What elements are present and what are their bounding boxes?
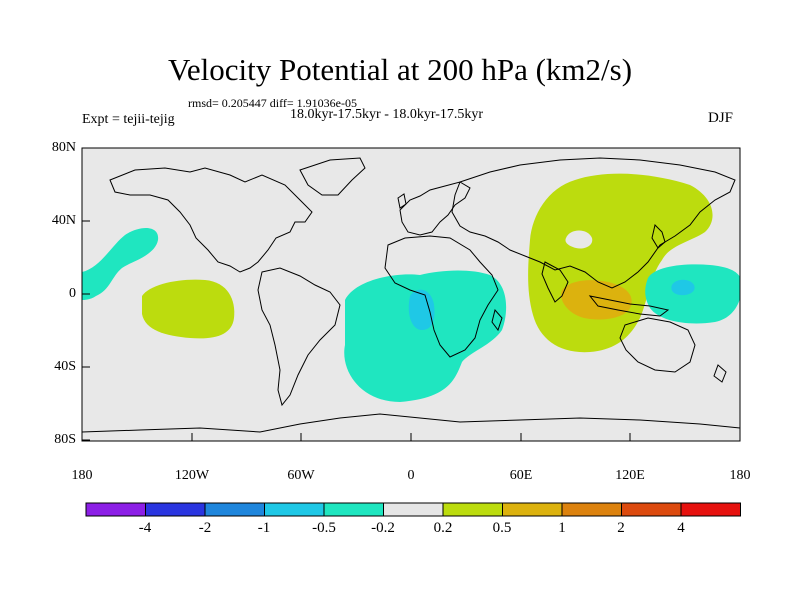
anomaly-region-africa-atlantic-negative <box>344 270 507 402</box>
coast-japan <box>651 224 666 249</box>
coast-new-zealand <box>713 364 727 383</box>
anomaly-region-africa-core-negative <box>408 289 435 330</box>
coast-south-america <box>257 267 341 407</box>
period-label: 18.0kyr-17.5kyr - 18.0kyr-17.5kyr <box>290 107 484 122</box>
coast-india <box>541 261 569 303</box>
stats-line: rmsd= 0.205447 diff= 1.91036e-05 <box>188 96 357 110</box>
season-label: DJF <box>708 110 734 126</box>
coast-africa <box>384 235 499 358</box>
coast-north-america <box>109 167 313 273</box>
coast-europe <box>399 181 471 236</box>
colorbar-label: 1 <box>558 520 566 536</box>
coast-greenland <box>299 157 366 196</box>
lon-label-180e: 180 <box>729 468 751 483</box>
colorbar-label: -2 <box>198 520 212 536</box>
colorbar-swatch <box>621 502 682 517</box>
colorbar-swatch <box>680 502 741 517</box>
coast-australia <box>619 317 696 373</box>
axis-ticks <box>81 147 741 441</box>
colorbar-swatch <box>145 502 206 517</box>
colorbar-swatch <box>204 502 265 517</box>
lon-label-60e: 60E <box>509 468 533 483</box>
anomaly-region-west-pacific-core <box>671 279 695 296</box>
lat-label-40s: 40S <box>54 359 76 374</box>
colorbar-label: -1 <box>257 520 271 536</box>
lat-label-0: 0 <box>69 286 76 301</box>
anomaly-region-pacific-north-negative <box>82 228 159 300</box>
coast-madagascar <box>491 308 503 332</box>
lon-label-120w: 120W <box>174 468 210 483</box>
lat-label-80s: 80S <box>54 432 76 447</box>
coast-asia <box>451 157 736 289</box>
lat-label-40n: 40N <box>51 213 76 228</box>
colorbar-label: 0.2 <box>433 520 453 536</box>
colorbar-label: 2 <box>617 520 625 536</box>
lon-label-0: 0 <box>407 468 415 483</box>
colorbar-label: -0.5 <box>312 520 336 536</box>
coast-antarctica <box>82 413 740 433</box>
colorbar-label: -0.2 <box>371 520 395 536</box>
colorbar-swatch <box>383 502 444 517</box>
coast-uk <box>397 193 407 209</box>
anomaly-region-west-pacific-negative <box>645 264 740 324</box>
colorbar-label: 0.5 <box>492 520 512 536</box>
chart-title: Velocity Potential at 200 hPa (km2/s) <box>167 52 633 87</box>
lat-label-80n: 80N <box>51 140 76 155</box>
coast-indonesia <box>588 295 670 317</box>
lon-label-60w: 60W <box>287 468 315 483</box>
colorbar-swatch <box>442 502 503 517</box>
anomaly-region-pacific-south-positive <box>142 279 235 339</box>
lon-label-180w: 180 <box>71 468 93 483</box>
anomaly-region-asia-hole <box>565 230 593 249</box>
colorbar-label: -4 <box>138 520 152 536</box>
colorbar-swatch <box>85 502 146 517</box>
colorbar-swatch <box>502 502 563 517</box>
colorbar <box>85 502 741 517</box>
coastlines <box>82 157 740 433</box>
colorbar-swatch <box>561 502 622 517</box>
colorbar-swatch <box>264 502 325 517</box>
colorbar-swatch <box>323 502 384 517</box>
experiment-label: Expt = tejii-tejig <box>82 112 175 127</box>
lon-label-120e: 120E <box>615 468 645 483</box>
colorbar-label: 4 <box>677 520 685 536</box>
